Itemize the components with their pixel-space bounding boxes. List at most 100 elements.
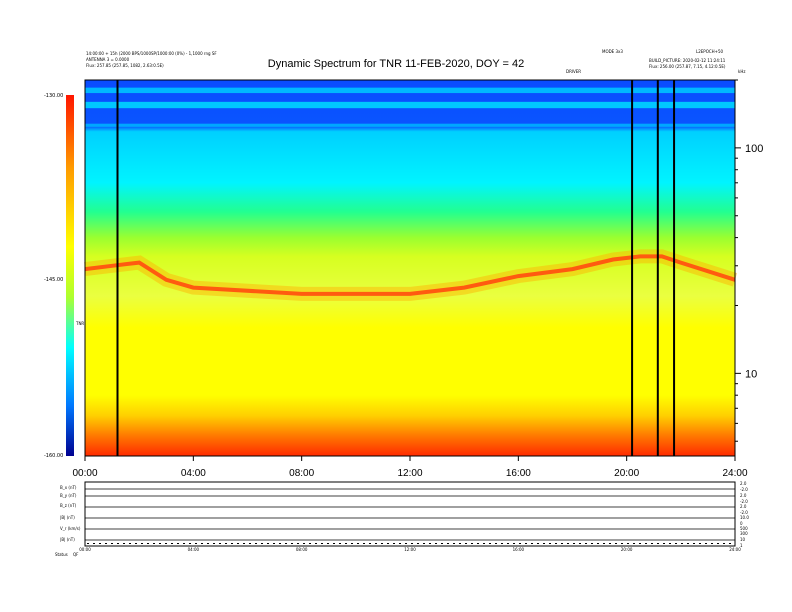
aux-data-dot [669,543,671,544]
aux-data-dot [573,543,575,544]
meta-left-line-1: 14:00:00 + 15h (2000 BPS/1000SP/1000:00 … [86,51,217,56]
aux-data-dot [117,543,119,544]
aux-data-dot [177,543,179,544]
aux-data-dot [171,543,173,544]
aux-data-dot [627,543,629,544]
aux-data-dot [279,543,281,544]
colorbar [66,95,74,456]
aux-row-label: B_y (nT) [60,493,77,498]
x-tick-label: 24:00 [722,468,747,479]
x-tick-label: 20:00 [614,468,639,479]
aux-data-dot [621,543,623,544]
colorbar-label-top: -130.00 [44,93,64,99]
aux-data-dot [501,543,503,544]
aux-data-dot [609,543,611,544]
aux-time-label: 24:00 [729,547,741,552]
aux-time-label: 20:00 [621,547,633,552]
aux-data-dot [195,543,197,544]
aux-panel-frame [84,481,736,547]
aux-data-dot [249,543,251,544]
aux-data-dot [297,543,299,544]
aux-data-dot [537,543,539,544]
aux-data-dot [303,543,305,544]
aux-data-dot [693,543,695,544]
aux-right-label: 2.0 [740,493,747,498]
aux-data-dot [231,543,233,544]
aux-data-dot [399,543,401,544]
aux-data-dot [717,543,719,544]
aux-row-label: |B| (nT) [60,515,75,520]
aux-data-dot [447,543,449,544]
aux-data-dot [411,543,413,544]
aux-data-dot [729,543,731,544]
aux-data-dot [423,543,425,544]
aux-data-dot [189,543,191,544]
aux-data-dot [711,543,713,544]
spectrum-background [85,80,735,456]
aux-data-dot [309,543,311,544]
meta-right-line-2: BUILD_PICTURE: 2020-02-12 11:24:11 [649,58,726,63]
aux-data-dot [417,543,419,544]
mode-note: DRIVER [566,69,582,74]
meta-left-line-2: ANTENNA 3 = 0.0000 [86,57,130,62]
aux-data-dot [345,543,347,544]
aux-data-dot [507,543,509,544]
aux-data-dot [603,543,605,544]
aux-row-label: V_r (km/s) [60,526,81,531]
spectrum-stripe [85,101,735,109]
aux-right-label: 2.0 [740,481,747,486]
aux-data-dot [513,543,515,544]
x-tick-label: 16:00 [506,468,531,479]
corner-unit: kHz [738,69,746,74]
aux-data-dot [645,543,647,544]
aux-data-dot [561,543,563,544]
aux-data-dot [273,543,275,544]
aux-data-dot [123,543,125,544]
aux-data-dot [699,543,701,544]
aux-data-dot [435,543,437,544]
aux-data-dot [615,543,617,544]
aux-data-dot [243,543,245,544]
aux-data-dot [519,543,521,544]
x-tick-label: 04:00 [181,468,206,479]
aux-data-dot [111,543,113,544]
aux-data-dot [363,543,365,544]
aux-time-label: 04:00 [188,547,200,552]
aux-data-dot [585,543,587,544]
aux-data-dot [129,543,131,544]
x-tick-label: 08:00 [289,468,314,479]
colorbar-label-bottom: -160.00 [44,453,64,459]
aux-data-dot [381,543,383,544]
aux-data-dot [723,543,725,544]
aux-data-dot [483,543,485,544]
aux-data-dot [315,543,317,544]
aux-data-dot [153,543,155,544]
aux-data-dot [237,543,239,544]
aux-status-value: QF [73,552,79,557]
aux-data-dot [105,543,107,544]
aux-data-dot [687,543,689,544]
aux-data-dot [327,543,329,544]
aux-data-dot [255,543,257,544]
meta-right-line-1: L2EPOCH+50 [696,49,724,54]
plasma-line [84,254,736,296]
aux-data-dot [141,543,143,544]
aux-data-dot [87,543,89,544]
aux-data-dot [393,543,395,544]
meta-center: MODE 3x3 [602,49,623,54]
aux-data-dot [93,543,95,544]
aux-row-label: |B| (nT) [60,537,75,542]
aux-data-dot [321,543,323,544]
aux-data-dot [663,543,665,544]
aux-data-dot [441,543,443,544]
aux-data-dot [657,543,659,544]
aux-data-dot [147,543,149,544]
aux-data-dot [633,543,635,544]
aux-data-dot [357,543,359,544]
aux-data-dot [267,543,269,544]
meta-right-line-3: Flux: 256.00 (257.87, 7.15, 4.12:0.5E) [649,64,726,69]
aux-data-dot [219,543,221,544]
aux-data-dot [333,543,335,544]
x-tick-label: 00:00 [72,468,97,479]
aux-data-dot [207,543,209,544]
